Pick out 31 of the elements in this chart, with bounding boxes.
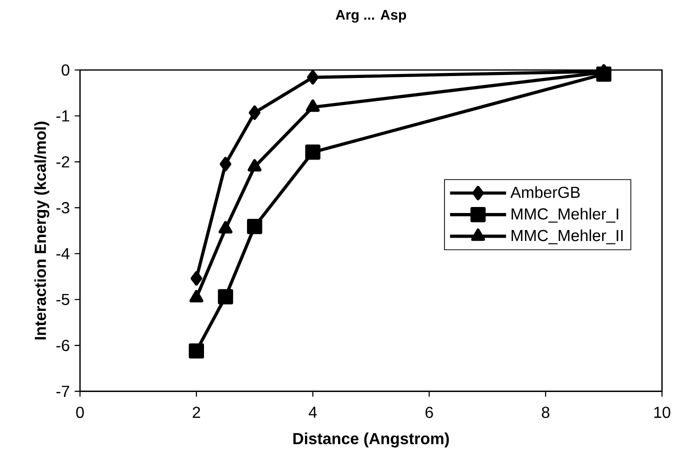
point [218, 289, 234, 304]
point [248, 159, 262, 172]
x-tick-label: 10 [654, 406, 670, 418]
point [190, 271, 202, 286]
legend-label: MMC_Mehler_I [512, 208, 618, 223]
point [247, 218, 262, 234]
legend-label: AmberGB [510, 186, 580, 198]
x-tick-label: 6 [426, 406, 433, 418]
point [189, 290, 204, 302]
x-tick-label: 0 [76, 406, 84, 418]
point [188, 343, 204, 359]
chart-title: Arg ... Asp [336, 10, 406, 23]
legend-label: MMC_Mehler_II [512, 229, 623, 244]
y-tick-label: -5 [56, 294, 70, 306]
y-axis-title: Interaction Energy (kcal/mol) [34, 122, 50, 340]
point [218, 221, 232, 234]
x-tick-label: 8 [542, 406, 550, 418]
x-tick-label: 2 [192, 406, 200, 418]
point [307, 70, 319, 85]
x-axis-title: Distance (Angstrom) [293, 432, 449, 448]
y-tick-label: -4 [56, 248, 70, 260]
y-tick-label: -3 [56, 202, 70, 214]
point [248, 105, 260, 120]
y-tick-label: -2 [56, 156, 70, 168]
point [220, 156, 232, 172]
point [305, 144, 320, 160]
y-tick-label: -6 [56, 340, 70, 352]
x-tick-label: 4 [308, 406, 317, 418]
y-tick-label: -7 [56, 386, 70, 397]
y-tick-label: 0 [62, 64, 70, 76]
y-tick-label: -1 [56, 110, 70, 122]
